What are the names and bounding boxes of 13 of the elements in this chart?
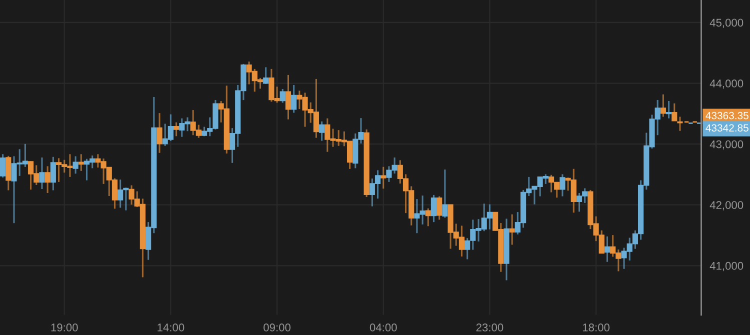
y-tick-label: 45,000 [710, 18, 744, 28]
x-tick-label: 18:00 [582, 324, 610, 332]
ref-line-label: 43363.35 [706, 112, 748, 120]
x-tick-label: 23:00 [476, 324, 504, 332]
y-tick-label: 43,000 [710, 140, 744, 150]
y-tick-label: 41,000 [710, 262, 744, 272]
y-tick-label: 44,000 [710, 80, 744, 89]
x-tick-label: 19:00 [51, 324, 78, 332]
x-tick-label: 09:00 [264, 324, 290, 332]
x-tick-label: 04:00 [370, 324, 397, 332]
y-tick-label: 42,000 [710, 201, 744, 210]
ref-line-label: 43342.85 [706, 124, 748, 132]
x-tick-label: 14:00 [158, 324, 184, 332]
